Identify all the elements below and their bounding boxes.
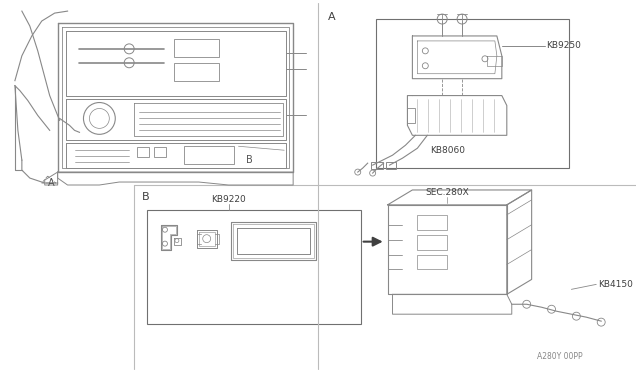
Bar — [174, 39, 219, 57]
Bar — [408, 109, 415, 124]
Text: B: B — [246, 155, 253, 165]
Bar — [385, 162, 396, 169]
Bar — [174, 63, 219, 81]
Bar — [184, 146, 234, 164]
Bar — [147, 210, 361, 324]
Text: A: A — [328, 12, 335, 22]
Text: A: A — [49, 178, 55, 188]
Bar — [417, 215, 447, 230]
Bar — [371, 162, 383, 169]
Bar — [154, 147, 166, 157]
Bar — [417, 254, 447, 269]
Text: SEC.280X: SEC.280X — [426, 189, 469, 198]
Bar — [417, 235, 447, 250]
Bar — [376, 19, 570, 168]
Text: A280Y 00PP: A280Y 00PP — [536, 352, 582, 362]
Text: KB9250: KB9250 — [547, 41, 581, 50]
Text: B: B — [142, 192, 150, 202]
Text: KB4150: KB4150 — [598, 280, 633, 289]
Text: KB8060: KB8060 — [429, 146, 465, 155]
Bar — [137, 147, 149, 157]
Text: KB9220: KB9220 — [211, 195, 246, 204]
